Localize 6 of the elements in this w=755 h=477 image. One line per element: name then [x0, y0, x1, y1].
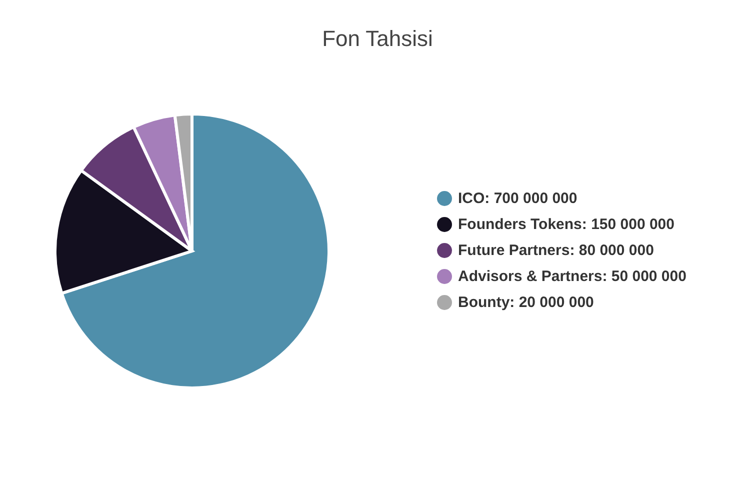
chart-title: Fon Tahsisi	[321, 26, 434, 52]
legend-label: Future Partners: 80 000 000	[458, 242, 654, 258]
legend-label: Advisors & Partners: 50 000 000	[458, 268, 686, 284]
legend-label: Bounty: 20 000 000	[458, 294, 594, 310]
legend-label: ICO: 700 000 000	[458, 190, 578, 206]
legend-label: Founders Tokens: 150 000 000	[458, 216, 674, 232]
